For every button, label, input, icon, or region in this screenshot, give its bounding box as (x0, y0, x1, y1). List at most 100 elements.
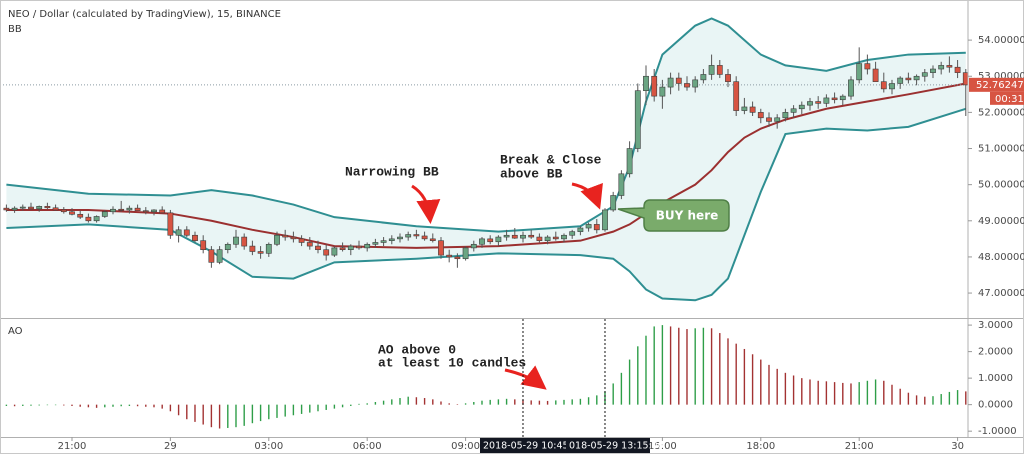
annotation: above BB (500, 166, 563, 181)
y-tick-label: 51.000000 (978, 144, 1024, 155)
candle-body (142, 210, 149, 213)
y-tick-label: 2.0000 (978, 347, 1013, 358)
x-tick-label: 15:00 (648, 441, 677, 452)
candle-body (930, 68, 936, 73)
candle-body (151, 209, 157, 213)
x-tick-label: 09:00 (451, 441, 480, 452)
time-marker-label: 018-05-29 13:15:00 (569, 441, 664, 452)
candle-body (167, 212, 174, 236)
candle-body (823, 97, 830, 104)
x-tick-label: 21:00 (845, 441, 874, 452)
x-tick-label: 21:00 (58, 441, 87, 452)
candle-body (462, 247, 469, 260)
candle-body (520, 234, 526, 239)
y-tick-label: 3.0000 (978, 320, 1013, 331)
candle-body (175, 229, 182, 236)
candle-body (36, 206, 43, 210)
candle-body (101, 211, 108, 217)
y-tick-label: -1.0000 (978, 426, 1017, 437)
candle-body (634, 90, 641, 149)
candle-body (626, 148, 633, 175)
buy-callout (617, 199, 730, 232)
ao-pane (5, 325, 967, 429)
candle-body (183, 229, 190, 236)
candle-body (60, 209, 67, 213)
candle-body (85, 216, 92, 222)
arrow (571, 182, 603, 210)
annotation: Break & Close (500, 152, 602, 167)
annotations: Narrowing BB Break & Close above BB BUY … (345, 152, 730, 390)
last-price-box (969, 77, 1024, 92)
annotation: AO above 0 (378, 342, 456, 357)
x-tick-label: 06:00 (353, 441, 382, 452)
candle-body (339, 247, 346, 251)
candle-body (282, 234, 289, 238)
candle-body (700, 74, 707, 81)
candle-body (798, 104, 805, 110)
time-marker-label: 2018-05-29 10:45:00 (483, 441, 584, 452)
candle-body (618, 173, 625, 196)
candle-body (577, 227, 584, 232)
y-tick-label: 53.000000 (978, 71, 1024, 82)
y-tick-label: 48.000000 (978, 252, 1024, 263)
x-tick-label: 03:00 (254, 441, 283, 452)
candle-body (552, 236, 559, 240)
candle-body (413, 234, 420, 237)
candle-body (19, 206, 26, 209)
candle-body (602, 209, 608, 231)
candle-body (856, 63, 863, 81)
y-tick-label: 1.0000 (978, 373, 1013, 384)
candle-body (356, 245, 362, 249)
y-tick-label: 50.000000 (978, 180, 1024, 191)
time-marker-box (565, 438, 650, 453)
candle-body (438, 240, 444, 256)
candle-body (216, 249, 223, 263)
candle-body (544, 236, 551, 241)
candle-body (897, 77, 904, 84)
candle-body (708, 65, 715, 75)
candle-body (380, 240, 387, 243)
candle-body (815, 101, 822, 104)
candle-body (913, 75, 920, 81)
candle-body (643, 75, 649, 92)
candle-body (675, 77, 682, 84)
y-tick-label: 49.000000 (978, 216, 1024, 227)
candle-body (298, 238, 305, 243)
candle-body (429, 238, 436, 241)
candle-body (511, 234, 518, 239)
candle-body (134, 207, 141, 211)
candle-body (790, 108, 797, 113)
candle-body (905, 77, 912, 81)
indicator-name: BB (8, 24, 22, 35)
candle-body (241, 236, 248, 247)
annotation: Narrowing BB (345, 164, 439, 179)
arrow (411, 184, 441, 224)
candle-body (118, 208, 125, 211)
candle-body (831, 97, 838, 101)
annotation: at least 10 candles (378, 355, 526, 370)
arrow (504, 365, 547, 390)
candle-body (200, 240, 207, 251)
candle-body (495, 236, 502, 243)
candle-body (224, 243, 231, 251)
candle-body (741, 106, 748, 111)
candle-body (610, 195, 617, 211)
ao-title: AO (8, 326, 23, 337)
candle-body (454, 256, 461, 260)
candle-body (347, 245, 354, 251)
candle-body (839, 95, 846, 101)
time-marker-box (479, 438, 566, 453)
candle-body (716, 65, 723, 75)
candle-body (782, 112, 789, 119)
candle-body (470, 243, 477, 249)
candle-body (938, 65, 945, 70)
candle-body (421, 235, 428, 240)
y-tick-label: 54.000000 (978, 35, 1024, 46)
candle-body (323, 249, 330, 256)
candle-body (585, 224, 592, 229)
candle-body (69, 211, 75, 215)
y-tick-label: 52.000000 (978, 107, 1024, 118)
annotation: BUY here (656, 209, 719, 223)
x-tick-label: 30 (951, 441, 964, 452)
